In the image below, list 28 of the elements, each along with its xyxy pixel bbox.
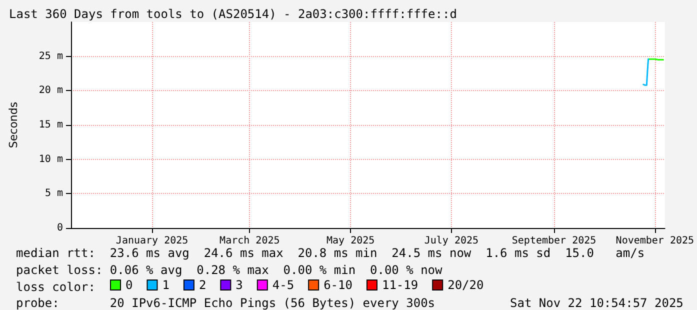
legend-label: 6-10 xyxy=(324,278,352,292)
x-tick-label: January 2025 xyxy=(116,236,188,246)
y-tick-label: 10 m xyxy=(38,154,63,165)
legend-label: 2 xyxy=(198,278,206,292)
text: loss color: xyxy=(16,280,96,294)
y-tick-label: 20 m xyxy=(38,85,63,96)
x-tick-label: March 2025 xyxy=(220,236,280,246)
text: median rtt: 23.6 ms avg 24.6 ms max 20.8 ms min 24.5 ms now 1.6 ms sd 15.0 am/s xyxy=(16,246,645,260)
text: Sat Nov 22 10:54:57 2025 xyxy=(510,296,684,310)
x-tick-label: July 2025 xyxy=(424,236,479,246)
y-axis-title: Seconds xyxy=(7,102,20,148)
legend-label: 1 xyxy=(162,278,170,292)
text: packet loss: 0.06 % avg 0.28 % max 0.00 % min 0.00 % now xyxy=(16,263,444,277)
y-tick-label: 0 xyxy=(56,222,63,234)
legend-label: 3 xyxy=(236,278,243,292)
y-tick-label: 5 m xyxy=(44,188,63,200)
x-tick-label: September 2025 xyxy=(512,236,596,246)
legend-label: 11-19 xyxy=(382,278,418,292)
y-tick-label: 15 m xyxy=(38,120,63,130)
x-tick-label: May 2025 xyxy=(326,236,375,246)
legend-label: 20/20 xyxy=(448,278,484,292)
text: probe: 20 IPv6-ICMP Echo Pings (56 Bytes) every 300s xyxy=(16,296,436,310)
chart-title: Last 360 Days from tools to (AS20514) - 2a03:c300:ffff:fffe::d xyxy=(9,7,457,21)
x-tick-label: November 2025 xyxy=(616,236,694,246)
y-tick-label: 25 m xyxy=(38,50,63,62)
legend-label: 4-5 xyxy=(272,278,294,292)
line-series xyxy=(642,58,650,86)
legend-label: 0 xyxy=(126,278,133,292)
